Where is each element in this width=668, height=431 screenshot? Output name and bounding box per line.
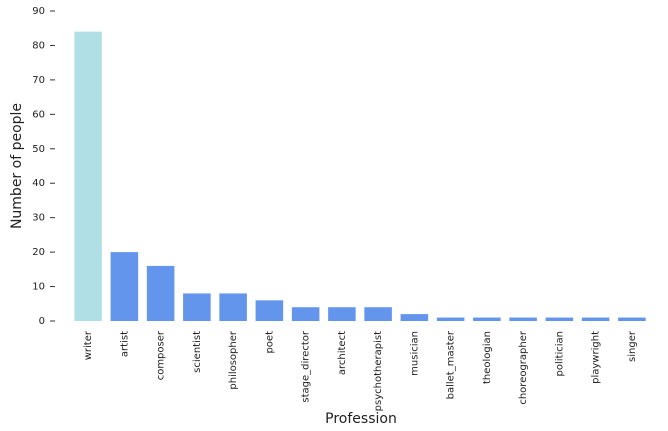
bar xyxy=(545,317,574,321)
y-tick-label: 0 xyxy=(39,316,45,327)
x-tick-label: choreographer xyxy=(518,330,529,405)
bar xyxy=(146,265,175,321)
bar xyxy=(219,293,247,321)
bar xyxy=(183,293,211,321)
x-axis-title: Profession xyxy=(325,411,397,427)
x-tick-label: writer xyxy=(83,330,94,360)
x-tick-label: playwright xyxy=(591,331,602,384)
bar xyxy=(509,317,537,321)
bar xyxy=(436,317,465,321)
x-tick-label: musician xyxy=(409,331,420,376)
y-tick-label: 90 xyxy=(32,6,45,17)
x-tick-label: scientist xyxy=(192,331,203,373)
x-tick-label: singer xyxy=(627,330,638,362)
x-tick-label: architect xyxy=(337,331,348,375)
bar xyxy=(110,252,139,321)
bar xyxy=(291,307,320,321)
bar xyxy=(255,300,284,321)
y-tick-label: 80 xyxy=(32,40,45,51)
x-tick-label: composer xyxy=(156,330,167,380)
y-tick-label: 40 xyxy=(32,178,45,189)
y-tick-label: 10 xyxy=(32,282,45,293)
x-tick-label: artist xyxy=(119,331,130,357)
y-tick-label: 70 xyxy=(32,75,45,86)
x-tick-label: politician xyxy=(554,331,565,376)
y-tick-label: 30 xyxy=(32,213,45,224)
bar xyxy=(364,307,392,321)
bar xyxy=(74,31,102,322)
x-tick-label: philosopher xyxy=(228,330,239,390)
y-tick-label: 20 xyxy=(32,247,45,258)
bar xyxy=(618,317,646,321)
x-tick-label: stage_director xyxy=(301,330,312,402)
y-tick-label: 60 xyxy=(32,109,45,120)
x-tick-label: psychotherapist xyxy=(373,331,384,411)
bar xyxy=(328,307,356,321)
x-tick-label: ballet_master xyxy=(446,330,457,399)
x-tick-label: poet xyxy=(264,331,275,354)
bar xyxy=(581,317,610,321)
y-axis-title: Number of people xyxy=(9,103,25,229)
bar xyxy=(473,317,501,321)
y-tick-label: 50 xyxy=(32,144,45,155)
x-tick-label: theologian xyxy=(482,331,493,384)
bar xyxy=(400,314,429,321)
